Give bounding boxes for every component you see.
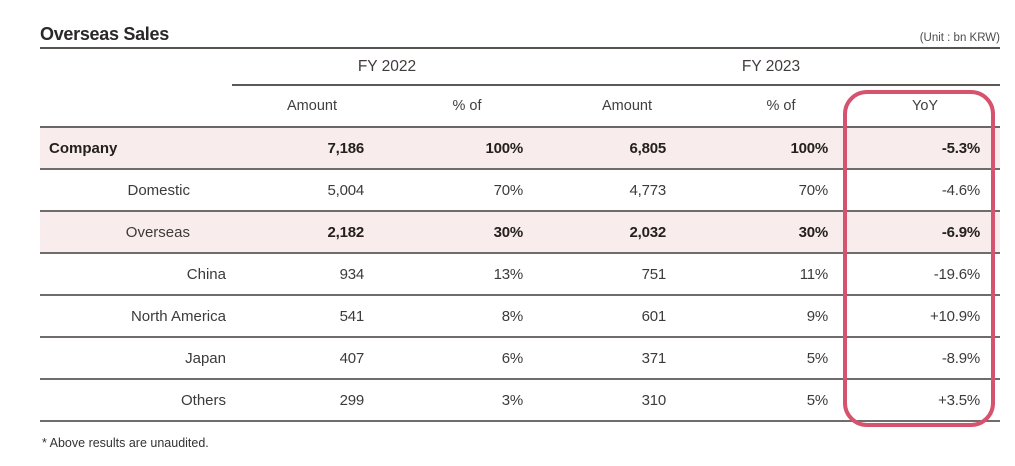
cell-fy23-pct: 9% xyxy=(712,295,851,338)
cell-fy23-pct: 100% xyxy=(712,127,851,170)
cell-yoy: -8.9% xyxy=(850,337,1001,380)
cell-fy22-pct: 100% xyxy=(392,127,543,170)
cell-yoy: +10.9% xyxy=(850,295,1001,338)
cell-fy22-amount: 2,182 xyxy=(232,211,392,254)
cell-fy23-amount: 601 xyxy=(542,295,713,338)
table-row-others: Others 299 3% 310 5% +3.5% xyxy=(40,379,1001,422)
cell-fy23-pct: 70% xyxy=(712,169,851,212)
cell-fy23-amount: 310 xyxy=(542,379,713,422)
cell-yoy: -4.6% xyxy=(850,169,1001,212)
cell-fy23-amount: 4,773 xyxy=(542,169,713,212)
cell-fy23-pct: 5% xyxy=(712,379,851,422)
cell-fy23-pct: 30% xyxy=(712,211,851,254)
table-row-company: Company 7,186 100% 6,805 100% -5.3% xyxy=(40,127,1001,170)
title-divider xyxy=(40,47,1000,49)
group-header-fy2023: FY 2023 xyxy=(542,50,1001,86)
cell-fy22-amount: 299 xyxy=(232,379,392,422)
column-header-fy23-pct: % of xyxy=(712,85,851,128)
overseas-sales-table: FY 2022 FY 2023 Amount % of Amount % of … xyxy=(40,50,1001,422)
cell-yoy: -19.6% xyxy=(850,253,1001,296)
table-row-north-america: North America 541 8% 601 9% +10.9% xyxy=(40,295,1001,338)
cell-fy22-amount: 5,004 xyxy=(232,169,392,212)
footnote: * Above results are unaudited. xyxy=(42,436,209,450)
row-label: Overseas xyxy=(40,211,232,254)
table-row-japan: Japan 407 6% 371 5% -8.9% xyxy=(40,337,1001,380)
cell-fy22-pct: 8% xyxy=(392,295,543,338)
cell-fy22-pct: 70% xyxy=(392,169,543,212)
cell-fy23-amount: 751 xyxy=(542,253,713,296)
column-header-fy23-amount: Amount xyxy=(542,85,713,128)
fiscal-year-header-row: FY 2022 FY 2023 xyxy=(40,50,1001,86)
row-label: China xyxy=(40,253,232,296)
row-label: Japan xyxy=(40,337,232,380)
cell-fy23-amount: 2,032 xyxy=(542,211,713,254)
cell-fy23-amount: 371 xyxy=(542,337,713,380)
cell-fy22-amount: 934 xyxy=(232,253,392,296)
cell-fy22-pct: 30% xyxy=(392,211,543,254)
row-label: North America xyxy=(40,295,232,338)
cell-fy23-amount: 6,805 xyxy=(542,127,713,170)
cell-fy22-amount: 541 xyxy=(232,295,392,338)
cell-fy22-amount: 7,186 xyxy=(232,127,392,170)
cell-yoy: -6.9% xyxy=(850,211,1001,254)
label-column-spacer xyxy=(40,50,232,85)
table-row-china: China 934 13% 751 11% -19.6% xyxy=(40,253,1001,296)
row-label: Company xyxy=(40,127,232,170)
cell-fy23-pct: 5% xyxy=(712,337,851,380)
cell-fy22-pct: 13% xyxy=(392,253,543,296)
cell-fy22-pct: 3% xyxy=(392,379,543,422)
row-label: Others xyxy=(40,379,232,422)
cell-yoy: -5.3% xyxy=(850,127,1001,170)
row-label: Domestic xyxy=(40,169,232,212)
cell-fy22-pct: 6% xyxy=(392,337,543,380)
cell-yoy: +3.5% xyxy=(850,379,1001,422)
table-row-overseas: Overseas 2,182 30% 2,032 30% -6.9% xyxy=(40,211,1001,254)
group-header-fy2022: FY 2022 xyxy=(232,50,543,86)
cell-fy23-pct: 11% xyxy=(712,253,851,296)
column-header-fy22-pct: % of xyxy=(392,85,543,128)
unit-note: (Unit : bn KRW) xyxy=(919,32,1000,44)
page-title: Overseas Sales xyxy=(40,24,169,44)
column-header-fy22-amount: Amount xyxy=(232,85,392,128)
cell-fy22-amount: 407 xyxy=(232,337,392,380)
table-row-domestic: Domestic 5,004 70% 4,773 70% -4.6% xyxy=(40,169,1001,212)
column-header-yoy: YoY xyxy=(850,85,1001,128)
column-header-row: Amount % of Amount % of YoY xyxy=(40,85,1001,128)
label-column-header xyxy=(40,85,232,128)
